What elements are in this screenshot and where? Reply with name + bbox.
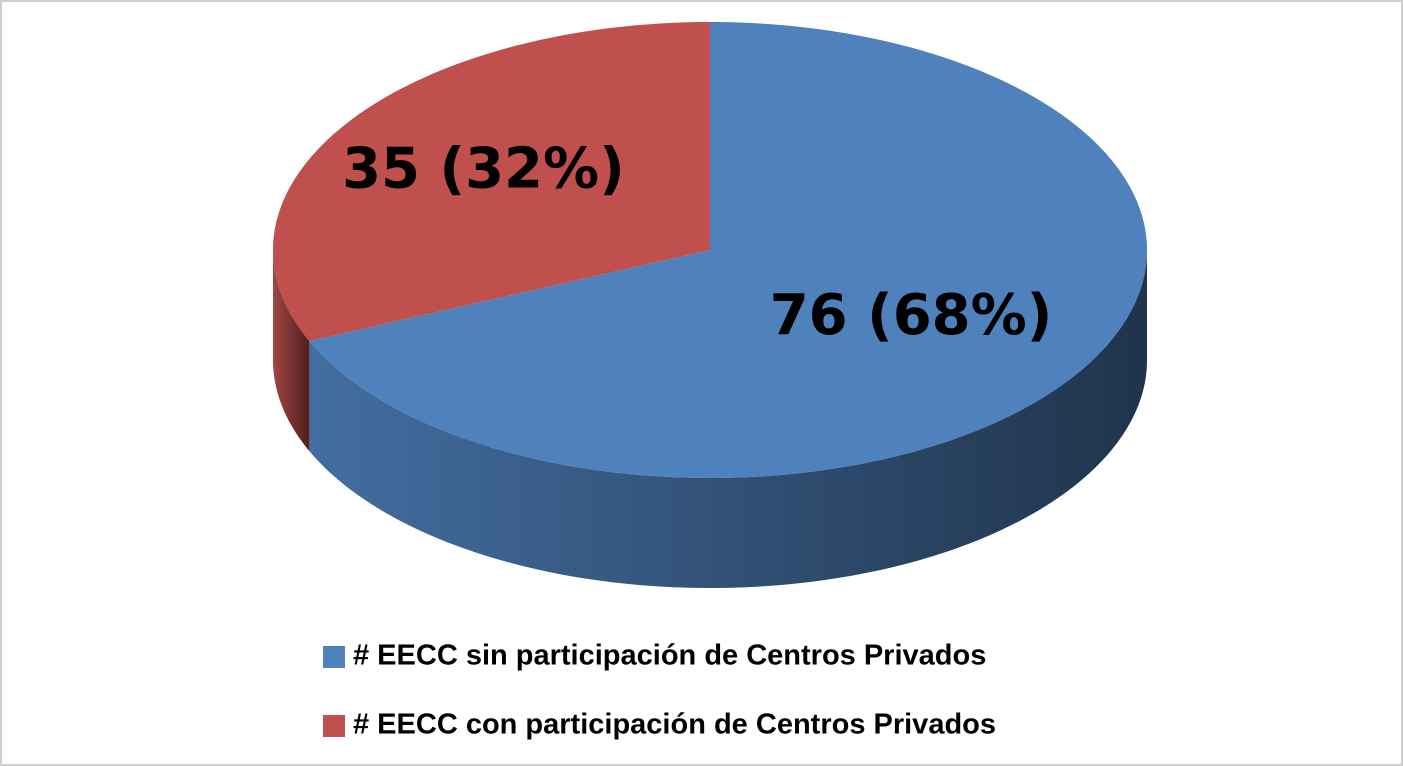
slice <box>273 22 710 341</box>
slice-side-shade <box>273 250 310 451</box>
slice-side-shade <box>309 250 1147 588</box>
data-label: 76 (68%) <box>770 283 1053 348</box>
legend-label: # EECC sin participación de Centros Priv… <box>353 640 986 672</box>
legend-swatch <box>323 646 345 668</box>
pie: 76 (68%) 35 (32%) <box>273 22 1147 588</box>
legend-swatch <box>323 715 345 737</box>
data-label: 35 (32%) <box>342 137 625 202</box>
legend: # EECC sin participación de Centros Priv… <box>323 640 996 741</box>
slice <box>309 22 1147 478</box>
legend-label: # EECC con participación de Centros Priv… <box>353 709 996 741</box>
